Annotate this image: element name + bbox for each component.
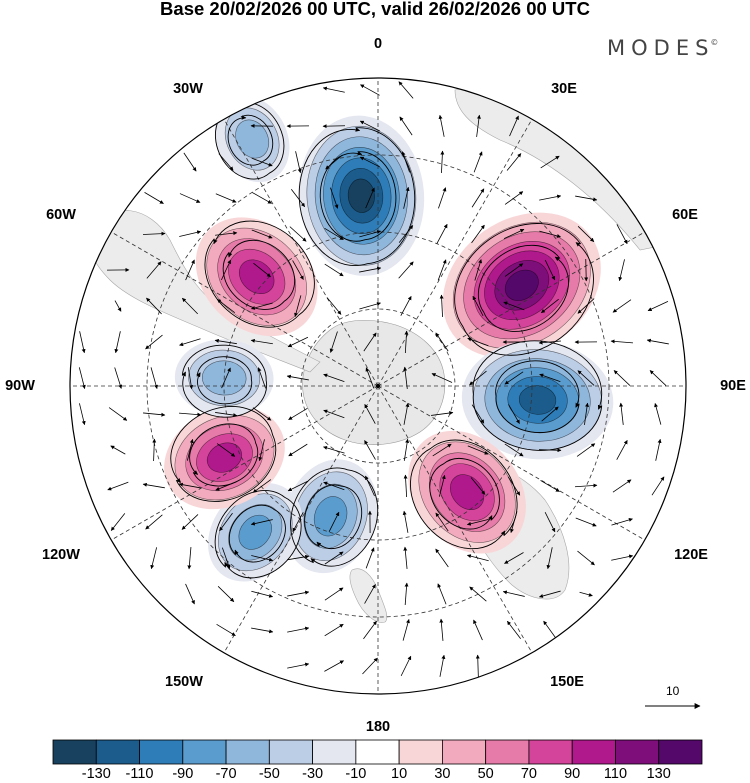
anomaly-center-10: [214, 95, 290, 183]
map-border: [69, 77, 687, 695]
colorbar-tick-11: 70: [520, 766, 537, 782]
lon-label-150e: 150E: [550, 674, 584, 690]
page-title: Base 20/02/2026 00 UTC, valid 26/02/2026…: [160, 0, 590, 19]
colorbar-swatch-7: [312, 739, 357, 765]
streamlines: [170, 101, 603, 579]
lon-label-30e: 30E: [551, 81, 577, 97]
colorbar-tick-10: 50: [477, 766, 494, 782]
lon-label-30w: 30W: [173, 81, 203, 97]
anomaly-center-7: [164, 406, 285, 510]
colorbar-tick-6: -30: [302, 766, 324, 782]
anomaly-center-6: [208, 483, 303, 582]
lon-label-120w: 120W: [42, 547, 80, 563]
anomaly-center-5: [283, 459, 378, 574]
colorbar-swatch-2: [95, 739, 140, 765]
colorbar-swatch-1: [52, 739, 97, 765]
colorbar-tick-8: 10: [391, 766, 408, 782]
colorbar: [52, 739, 703, 765]
colorbar-swatch-10: [441, 739, 487, 765]
colorbar-swatch-12: [528, 739, 573, 765]
colorbar-tick-14: 130: [646, 766, 671, 782]
brand-logo: MODES©: [607, 36, 719, 60]
lon-label-60e: 60E: [672, 207, 698, 223]
lon-label-180: 180: [365, 719, 391, 735]
antarctica-land: [302, 319, 446, 445]
colorbar-swatch-8: [355, 739, 400, 765]
colorbar-tick-13: 110: [603, 766, 628, 782]
new-zealand-land: [349, 568, 388, 623]
colorbar-swatch-11: [485, 739, 530, 765]
colorbar-swatch-14: [615, 739, 660, 765]
colorbar-tick-2: -110: [125, 766, 154, 782]
lon-label-150w: 150W: [165, 674, 203, 690]
colorbar-tick-5: -50: [258, 766, 280, 782]
colorbar-tick-7: -10: [345, 766, 367, 782]
colorbar-swatch-6: [268, 739, 314, 765]
colorbar-tick-12: 90: [564, 766, 581, 782]
colorbar-tick-1: -130: [81, 766, 111, 782]
lon-label-90e: 90E: [720, 378, 746, 394]
colorbar-swatch-4: [182, 739, 227, 765]
colorbar-tick-3: -90: [172, 766, 194, 782]
colorbar-swatch-15: [658, 739, 703, 765]
colorbar-swatch-3: [139, 739, 184, 765]
lon-label-90w: 90W: [5, 378, 35, 394]
south-america-land: [88, 210, 321, 373]
colorbar-swatch-5: [225, 739, 270, 765]
reference-vector-label: 10: [666, 684, 680, 698]
lon-label-0: 0: [373, 36, 383, 52]
colorbar-swatch-9: [398, 739, 443, 765]
lon-label-120e: 120E: [674, 547, 708, 563]
colorbar-tick-9: 30: [434, 766, 451, 782]
colorbar-tick-4: -70: [215, 766, 237, 782]
colorbar-swatch-13: [571, 739, 616, 765]
lon-label-60w: 60W: [46, 207, 76, 223]
